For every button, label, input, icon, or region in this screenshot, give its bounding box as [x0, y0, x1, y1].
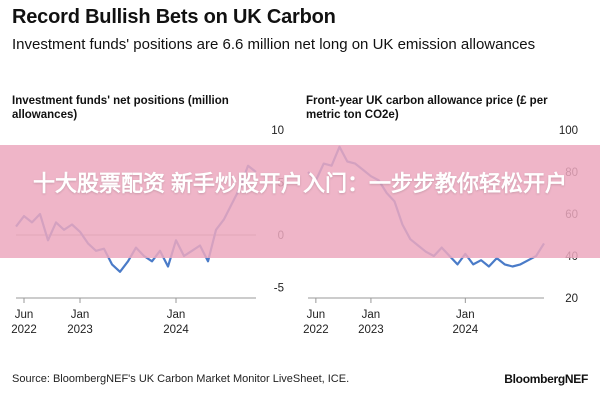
price-x-tick-year: 2023	[358, 324, 384, 336]
positions-x-tick-year: 2022	[11, 324, 37, 336]
positions-y-tick-label: 10	[271, 125, 284, 137]
promo-banner-text: 十大股票配资 新手炒股开户入门：一步步教你轻松开户	[32, 171, 568, 196]
right-panel-title: Front-year UK carbon allowance price (£ …	[306, 95, 548, 121]
positions-x-tick-label: Jan	[167, 309, 186, 321]
price-y-tick-label: 20	[565, 293, 578, 305]
positions-y-tick-label: -5	[274, 283, 284, 295]
price-x-tick-year: 2024	[453, 324, 479, 336]
price-x-tick-year: 2022	[303, 324, 329, 336]
price-x-tick-label: Jan	[362, 309, 381, 321]
chart-title: Record Bullish Bets on UK Carbon	[12, 6, 336, 28]
price-x-tick-label: Jun	[307, 309, 326, 321]
price-y-tick-label: 100	[559, 125, 578, 137]
bnef-logo: BloombergNEF	[504, 372, 588, 386]
source-note: Source: BloombergNEF's UK Carbon Market …	[12, 373, 350, 385]
positions-x-tick-year: 2023	[67, 324, 93, 336]
promo-banner	[0, 145, 600, 258]
chart-subtitle: Investment funds' positions are 6.6 mill…	[12, 36, 536, 53]
price-x-tick-label: Jan	[456, 309, 475, 321]
positions-x-tick-year: 2024	[163, 324, 189, 336]
left-panel-title: Investment funds' net positions (million…	[12, 95, 229, 121]
positions-x-tick-label: Jan	[71, 309, 90, 321]
positions-x-tick-label: Jun	[15, 309, 34, 321]
